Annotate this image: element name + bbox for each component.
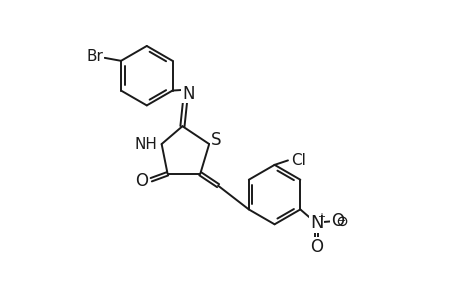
Text: Br: Br	[86, 49, 103, 64]
Text: NH: NH	[134, 136, 157, 152]
Text: +: +	[317, 212, 325, 223]
Text: S: S	[210, 130, 221, 148]
Text: Cl: Cl	[290, 153, 305, 168]
Text: N: N	[182, 85, 194, 103]
Text: N: N	[309, 214, 323, 232]
Text: −: −	[338, 216, 346, 226]
Text: O: O	[309, 238, 323, 256]
Text: O: O	[135, 172, 148, 190]
Text: O: O	[330, 212, 343, 230]
